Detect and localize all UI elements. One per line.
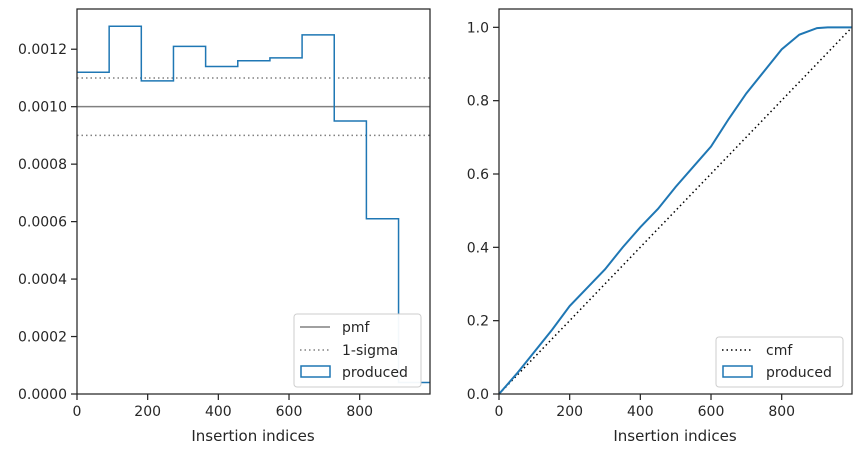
cmf-y-tick-label: 0.8 [467,94,489,110]
cmf-x-tick-label: 600 [698,404,725,420]
pmf-plot-area [77,25,430,384]
pmf-y-tick-label: 0.0012 [18,42,67,58]
produced-histogram-step [77,25,430,384]
pmf-x-tick-label: 0 [73,404,82,420]
pmf-x-tick-label: 800 [346,404,373,420]
cmf-y-tick-label: 0.6 [467,167,489,183]
cmf-legend-produced-swatch [722,365,753,378]
pmf-legend-produced-label: produced [342,365,408,381]
cmf-legend-box [715,336,844,388]
cmf-panel: 0 200 400 600 800 0.0 0.2 0.4 0.6 0.8 1.0 Insertio… [467,8,853,445]
pmf-legend-sigma-label: 1-sigma [342,343,398,359]
pmf-y-tick-label: 0.0002 [18,330,67,346]
cmf-x-tick-label: 800 [768,404,795,420]
pmf-x-tick-label: 400 [205,404,232,420]
cmf-line [498,26,853,395]
pmf-y-tick-label: 0.0008 [18,157,67,173]
cmf-y-tick-label: 1.0 [467,20,489,36]
cmf-y-tick-label: 0.2 [467,314,489,330]
cmf-x-tick-label: 400 [627,404,654,420]
produced-cumulative-line [498,26,852,395]
pmf-y-tick-label: 0.0006 [18,215,67,231]
cmf-x-tick-label: 200 [556,404,583,420]
cmf-y-tick-label: 0.4 [467,240,489,256]
cmf-plot-area [498,26,853,395]
pmf-legend-pmf-label: pmf [342,320,371,336]
cmf-x-axis-label: Insertion indices [613,427,736,445]
pmf-x-axis-label: Insertion indices [191,427,314,445]
pmf-legend-produced-swatch [300,365,331,378]
pmf-y-tick-label: 0.0000 [18,387,67,403]
pmf-axes-frame [76,8,431,395]
pmf-y-tick-label: 0.0010 [18,100,67,116]
pmf-histogram-panel: 0 200 400 600 800 0.0000 0.0002 0.0004 0.0006 0.0… [18,8,431,445]
cmf-legend-cmf-label: cmf [766,343,793,359]
cmf-axes-frame [498,8,853,395]
pmf-ticks: 0 200 400 600 800 0.0000 0.0002 0.0004 0.0006 0.0… [18,42,373,420]
cmf-y-tick-label: 0.0 [467,387,489,403]
pmf-legend-box [293,313,422,388]
cmf-ticks: 0 200 400 600 800 0.0 0.2 0.4 0.6 0.8 1.0 [467,20,795,420]
cmf-x-tick-label: 0 [495,404,504,420]
pmf-y-tick-label: 0.0004 [18,272,67,288]
pmf-x-tick-label: 600 [276,404,303,420]
cmf-legend-produced-label: produced [766,365,832,381]
cmf-legend: cmf produced [715,336,844,388]
pmf-legend: pmf 1-sigma produced [293,313,422,388]
pmf-x-tick-label: 200 [134,404,161,420]
